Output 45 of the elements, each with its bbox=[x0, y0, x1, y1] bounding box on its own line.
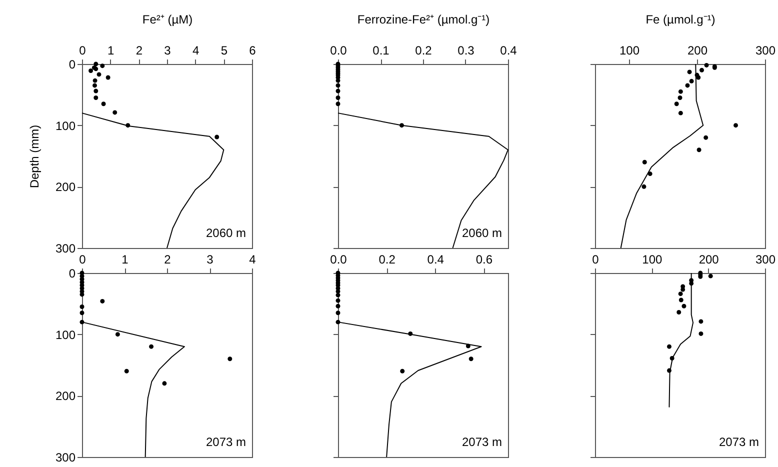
y-tick-label: 300 bbox=[55, 450, 76, 464]
x-tick-label: 4 bbox=[192, 44, 200, 58]
x-tick-label: 0.2 bbox=[378, 252, 396, 266]
x-tick-label: 2 bbox=[136, 44, 143, 58]
annotation: 2073 m bbox=[462, 435, 502, 449]
annotation: 2060 m bbox=[462, 226, 502, 240]
x-tick-label: 0.2 bbox=[415, 44, 432, 58]
x-tick-label: 0 bbox=[79, 44, 86, 58]
y-tick-label: 0 bbox=[68, 58, 76, 72]
x-tick-label: 1 bbox=[122, 252, 129, 266]
x-tick-label: 5 bbox=[220, 44, 228, 58]
x-tick-label: 4 bbox=[249, 252, 256, 266]
annotation: 2073 m bbox=[718, 435, 759, 449]
y-tick-label: 200 bbox=[55, 389, 76, 404]
y-tick-label: 100 bbox=[55, 118, 76, 133]
x-tick-label: 3 bbox=[164, 44, 172, 58]
x-tick-label: 0.0 bbox=[330, 44, 348, 58]
x-axis-title: Fe (µmol.g⁻¹) bbox=[646, 12, 716, 26]
x-tick-label: 100 bbox=[619, 44, 640, 58]
annotation: 2073 m bbox=[206, 435, 246, 449]
y-tick-label: 0 bbox=[68, 266, 76, 280]
x-tick-label: 0.3 bbox=[458, 44, 475, 58]
x-axis-title: Ferrozine-Fe²⁺ (µmol.g⁻¹) bbox=[357, 12, 490, 26]
x-tick-label: 0.4 bbox=[500, 44, 518, 58]
x-tick-label: 1 bbox=[107, 44, 114, 58]
annotation: 2060 m bbox=[206, 226, 246, 240]
y-tick-label: 100 bbox=[55, 328, 76, 342]
x-axis-title: Fe²⁺ (µM) bbox=[142, 12, 193, 26]
x-tick-label: 200 bbox=[698, 252, 720, 266]
y-tick-label: 300 bbox=[55, 242, 76, 256]
x-tick-label: 0.0 bbox=[330, 252, 348, 266]
x-tick-label: 3 bbox=[206, 252, 214, 266]
x-tick-label: 0.6 bbox=[476, 252, 493, 266]
x-tick-label: 300 bbox=[755, 44, 776, 58]
y-axis-title: Depth (mm) bbox=[27, 124, 42, 188]
y-tick-label: 200 bbox=[55, 180, 76, 194]
x-tick-label: 0 bbox=[79, 252, 86, 266]
x-tick-label: 100 bbox=[642, 252, 662, 266]
x-tick-label: 0.1 bbox=[372, 44, 390, 58]
x-tick-label: 6 bbox=[249, 44, 256, 58]
x-tick-label: 300 bbox=[755, 252, 776, 266]
x-tick-label: 0.4 bbox=[427, 252, 444, 266]
x-tick-label: 2 bbox=[164, 252, 172, 266]
x-tick-label: 0 bbox=[592, 252, 600, 266]
x-tick-label: 200 bbox=[687, 44, 708, 58]
